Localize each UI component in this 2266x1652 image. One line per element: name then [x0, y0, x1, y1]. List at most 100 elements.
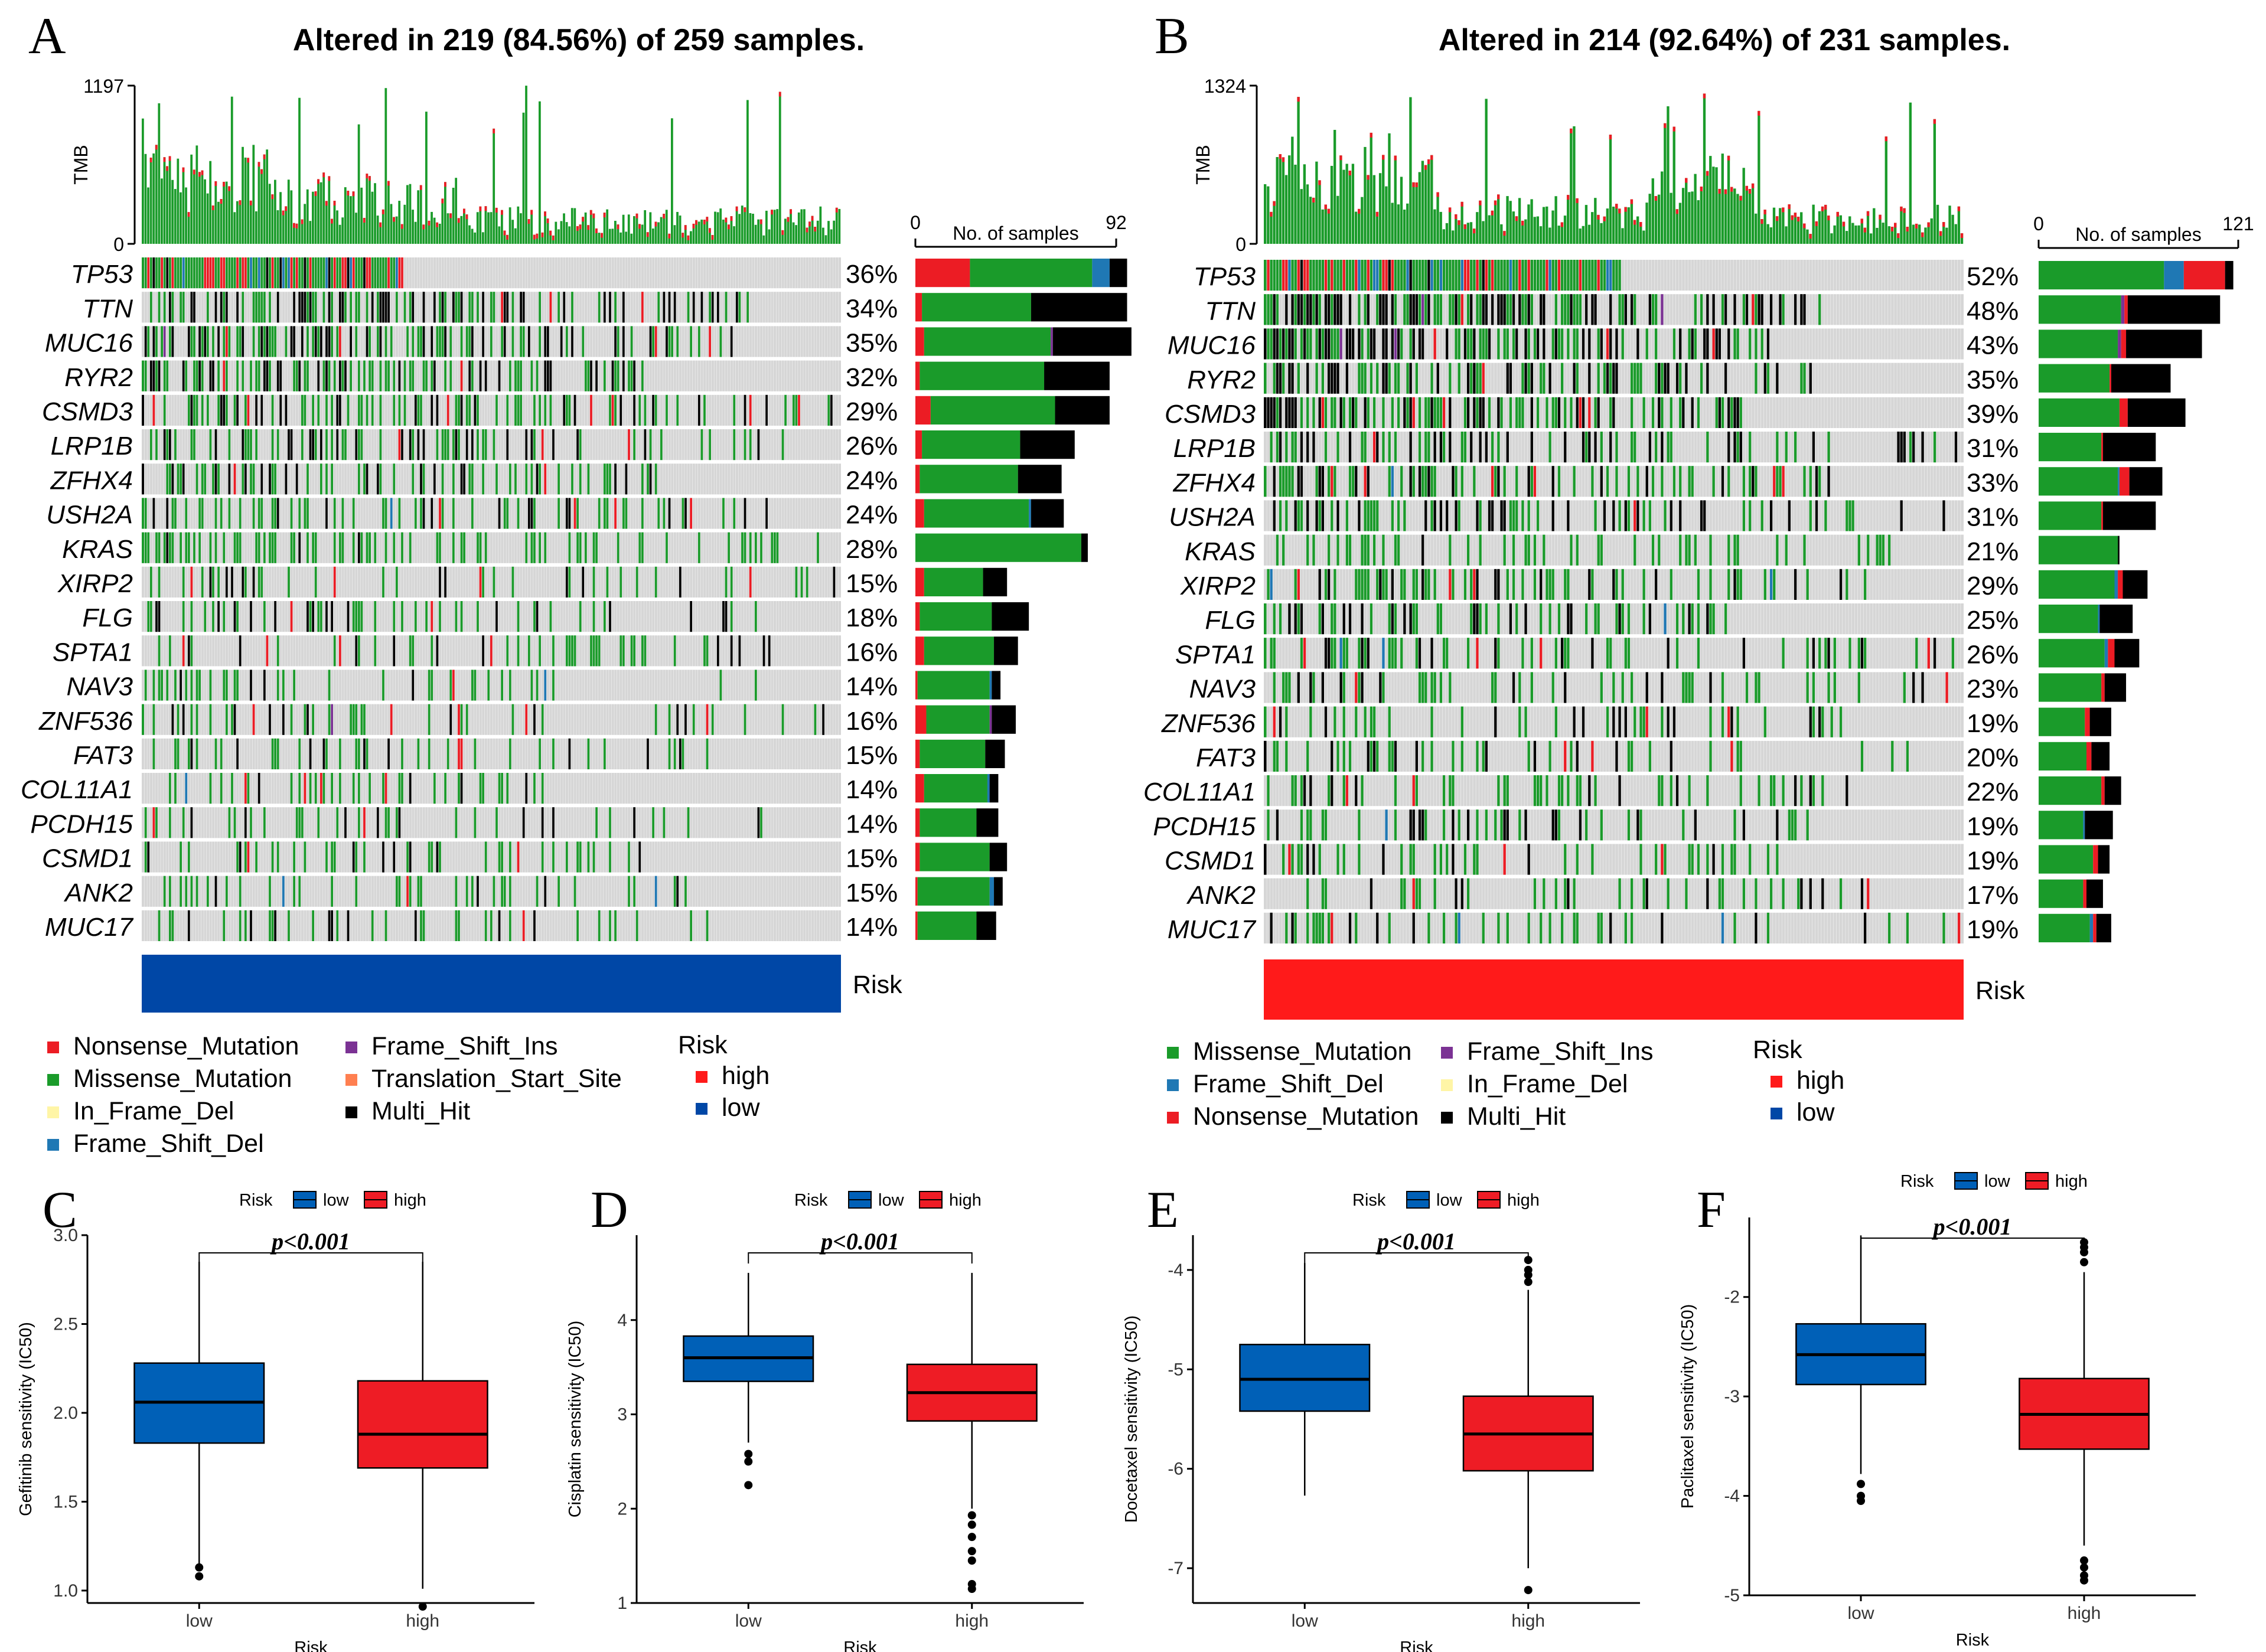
mutation-cell — [1300, 500, 1303, 531]
mutation-cell — [1506, 294, 1509, 325]
mutation-cell — [333, 498, 336, 529]
sidebar-segment-Missense_Mutation — [924, 499, 1029, 528]
tmb-bar — [1873, 208, 1876, 244]
mutation-cell — [1506, 328, 1509, 360]
mutation-cell — [1721, 294, 1724, 325]
mutation-cell — [293, 257, 295, 289]
mutation-cell — [149, 566, 152, 598]
tmb-bar-top — [687, 235, 690, 240]
mutation-cell — [716, 292, 719, 323]
mutation-cell — [317, 257, 320, 289]
tmb-bar — [1424, 165, 1427, 244]
tmb-bar-top — [428, 220, 431, 226]
mutation-cell — [230, 257, 233, 289]
mutation-cell — [1354, 260, 1358, 291]
tmb-bar — [390, 204, 393, 244]
mutation-cell — [1515, 397, 1518, 428]
gene-percent: 19% — [1967, 709, 2019, 738]
mutation-cell — [730, 601, 733, 632]
mutation-cell — [1494, 672, 1497, 703]
mutation-cell — [242, 566, 244, 598]
tmb-bar — [633, 216, 635, 244]
mutation-cell — [1921, 672, 1924, 703]
sidebar-segment-Missense_Mutation — [2039, 329, 2118, 358]
mutation-cell — [352, 704, 355, 735]
mutation-cell — [1427, 397, 1430, 428]
mutation-cell — [1691, 672, 1694, 703]
tmb-bar — [1497, 194, 1500, 244]
mutation-cell — [198, 498, 201, 529]
tmb-bar-top — [1312, 197, 1315, 203]
sidebar-segment-Missense_Mutation — [920, 843, 990, 871]
mutation-cell — [1630, 878, 1634, 909]
mutation-cell — [546, 360, 549, 391]
mutation-cell — [1452, 775, 1455, 807]
legend-label-low: low — [323, 1191, 350, 1210]
mutation-cell — [355, 292, 358, 323]
mutation-cell — [214, 257, 217, 289]
tmb-bar-top — [1448, 207, 1452, 213]
oncoplot-title: Altered in 214 (92.64%) of 231 samples. — [1439, 23, 2010, 57]
mutation-cell — [409, 532, 412, 563]
mutation-cell — [1409, 260, 1412, 291]
mutation-cell — [350, 257, 352, 289]
mutation-cell — [412, 292, 415, 323]
mutation-cell — [338, 532, 341, 563]
mutation-cell — [355, 601, 358, 632]
tmb-bar — [322, 172, 325, 244]
mutation-cell — [1342, 397, 1345, 428]
mutation-cell — [325, 841, 328, 873]
mutation-cell — [1421, 740, 1424, 772]
mutation-cell — [1678, 363, 1682, 394]
mutation-cell — [336, 429, 339, 461]
tmb-bar — [557, 229, 560, 244]
sidebar-segment-Nonsense_Mutation — [2108, 639, 2115, 668]
mutation-cell — [501, 292, 503, 323]
mutation-cell — [563, 292, 566, 323]
tmb-bar — [403, 204, 406, 244]
mutation-cell — [460, 704, 463, 735]
mutation-cell — [180, 463, 182, 495]
mutation-cell — [627, 360, 630, 391]
mutation-cell — [431, 601, 433, 632]
tmb-bar — [147, 187, 149, 244]
tmb-bar-top — [654, 221, 657, 227]
sidebar-segment-Nonsense_Mutation — [2121, 329, 2127, 358]
mutation-cell — [152, 670, 155, 701]
mutation-cell — [290, 498, 293, 529]
mutation-cell — [520, 326, 522, 357]
tmb-bar — [1621, 228, 1624, 244]
mutation-cell — [589, 394, 592, 426]
tmb-bar — [249, 200, 252, 244]
mutation-cell — [242, 292, 244, 323]
tmb-bar — [214, 181, 217, 244]
mutation-cell — [230, 773, 233, 804]
mutation-cell — [249, 429, 252, 461]
mutation-cell — [171, 463, 174, 495]
tmb-bar — [455, 178, 458, 244]
tmb-bar — [1642, 230, 1645, 244]
mutation-cell — [627, 876, 630, 907]
tmb-bar — [1760, 219, 1763, 244]
mutation-cell — [1455, 912, 1458, 943]
tmb-bar — [1876, 227, 1879, 244]
mutation-cell — [193, 360, 195, 391]
legend-label-Frame_Shift_Ins: Frame_Shift_Ins — [371, 1032, 557, 1060]
mutation-cell — [754, 601, 757, 632]
mutation-cell — [465, 394, 468, 426]
tmb-bar — [1624, 207, 1627, 244]
mutation-cell — [1400, 260, 1403, 291]
mutation-cell — [1897, 432, 1900, 463]
mutation-cell — [1364, 569, 1367, 600]
tmb-bar — [1833, 225, 1836, 244]
mutation-cell — [1688, 534, 1691, 566]
mutation-cell — [244, 463, 247, 495]
tmb-bar-top — [1739, 195, 1742, 201]
mutation-cell — [1557, 328, 1561, 360]
tmb-bar — [525, 86, 527, 244]
mutation-cell — [1427, 569, 1430, 600]
legend-swatch-Frame_Shift_Ins — [345, 1042, 357, 1053]
mutation-cell — [301, 257, 304, 289]
tmb-bar — [671, 118, 673, 244]
mutation-cell — [242, 429, 244, 461]
